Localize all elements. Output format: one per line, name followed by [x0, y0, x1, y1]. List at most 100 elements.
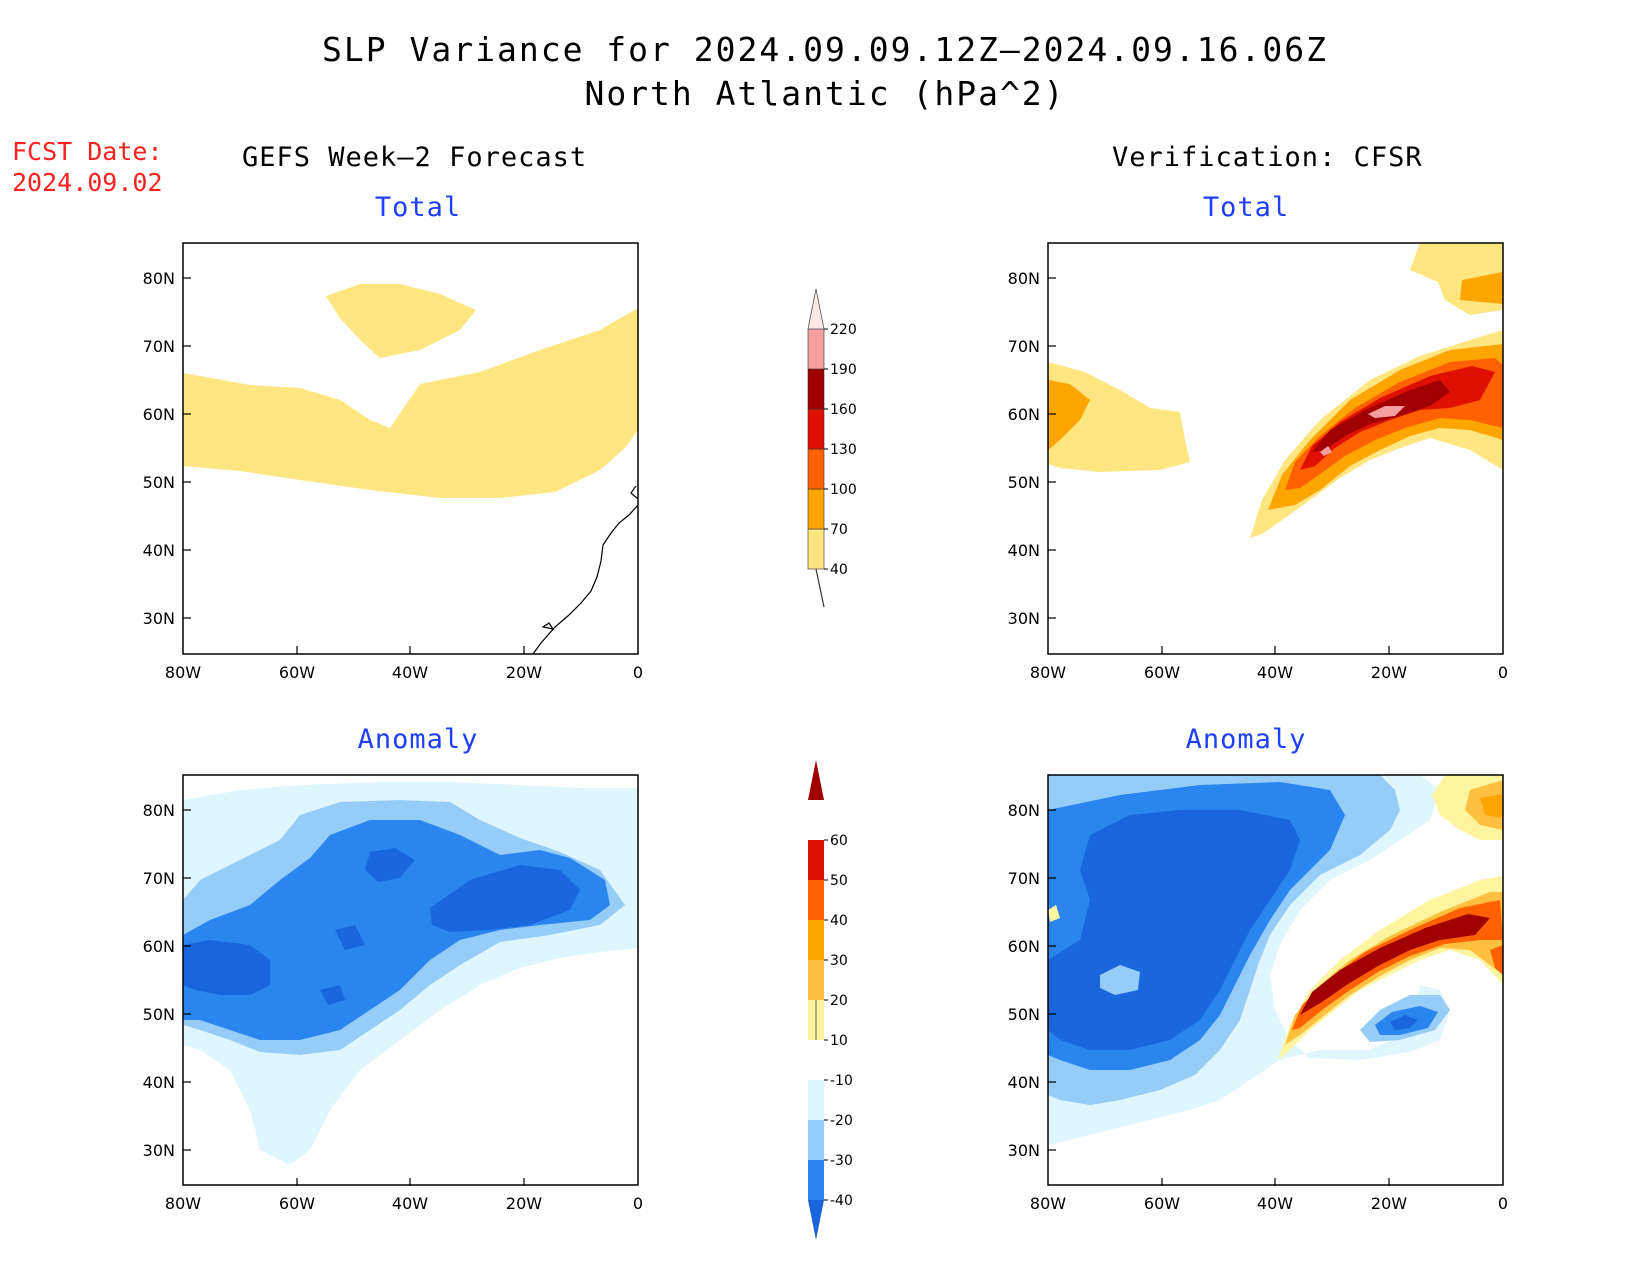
colorbar-total-label: 130	[830, 442, 857, 458]
colorbar-total-label: 70	[830, 522, 848, 538]
panel-title-forecast-anomaly: Anomaly	[357, 724, 479, 755]
lat-label-forecast-anomaly: 30N	[143, 1141, 175, 1160]
lon-label-verification-total: 20W	[1371, 663, 1407, 682]
colorbar-anomaly-label: 20	[830, 993, 848, 1009]
colorbar-anomaly-label: 50	[830, 873, 848, 889]
lon-label-forecast-total: 20W	[506, 663, 542, 682]
colorbar-total-bottom-arrow	[815, 568, 825, 608]
colorbar-anomaly: -40 -30 -20 -10 10 20 30 40 50 60	[808, 760, 853, 1240]
colorbar-total-label: 190	[830, 362, 857, 378]
lat-label-forecast-total: 60N	[143, 405, 175, 424]
lon-label-verification-total: 0	[1498, 663, 1508, 682]
lon-label-verification-anomaly: 20W	[1371, 1194, 1407, 1213]
colorbar-anomaly-label: -10	[830, 1073, 853, 1089]
lon-label-verification-anomaly: 0	[1498, 1194, 1508, 1213]
lon-label-verification-anomaly: 60W	[1144, 1194, 1180, 1213]
map-panel-forecast-anomaly	[182, 774, 639, 1187]
colorbar-anomaly-swatch	[808, 1120, 824, 1160]
colorbar-total-swatch	[807, 408, 825, 450]
lon-label-forecast-anomaly: 40W	[392, 1194, 428, 1213]
colorbar-total: 40 70 100 130 160 190 220	[807, 288, 857, 608]
left-column-title: GEFS Week–2 Forecast	[242, 142, 588, 173]
colorbar-total-swatch	[807, 328, 825, 370]
shading-forecast-anomaly	[183, 782, 638, 1165]
colorbar-anomaly-swatch	[808, 920, 824, 960]
lat-label-verification-anomaly: 80N	[1008, 801, 1040, 820]
lat-label-forecast-anomaly: 80N	[143, 801, 175, 820]
colorbar-anomaly-label: 30	[830, 953, 848, 969]
colorbar-total-swatch	[807, 448, 825, 490]
colorbar-anomaly-swatch	[808, 840, 824, 880]
colorbar-total-swatch	[807, 528, 825, 570]
colorbar-anomaly-label: 40	[830, 913, 848, 929]
colorbar-anomaly-bottom-arrow	[808, 1200, 824, 1240]
shading-verification-anomaly	[1048, 775, 1503, 1145]
lon-label-forecast-total: 80W	[165, 663, 201, 682]
lat-label-verification-anomaly: 30N	[1008, 1141, 1040, 1160]
lat-label-forecast-anomaly: 60N	[143, 937, 175, 956]
map-panel-verification-anomaly	[1047, 774, 1504, 1187]
colorbar-anomaly-label: -30	[830, 1153, 853, 1169]
panel-title-verification-total: Total	[1202, 192, 1290, 223]
right-column-title: Verification: CFSR	[1112, 142, 1423, 173]
lon-label-verification-total: 40W	[1257, 663, 1293, 682]
map-panel-verification-total	[1047, 242, 1504, 655]
lon-label-forecast-anomaly: 0	[633, 1194, 643, 1213]
axis-labels: 80N 70N 60N 50N 40N 30N 80W 60W 40W 20W 0 80N 70N 60N…	[143, 269, 1508, 1213]
shading-verification-total	[1048, 243, 1503, 538]
shading-forecast-total	[183, 284, 638, 498]
fcst-date-value: 2024.09.02	[12, 168, 163, 197]
lat-label-forecast-anomaly: 50N	[143, 1005, 175, 1024]
lat-label-forecast-total: 40N	[143, 541, 175, 560]
colorbar-anomaly-swatch	[808, 1160, 824, 1200]
colorbar-anomaly-label: -40	[830, 1193, 853, 1209]
lat-label-forecast-total: 70N	[143, 337, 175, 356]
lat-label-forecast-total: 80N	[143, 269, 175, 288]
lat-label-verification-total: 50N	[1008, 473, 1040, 492]
lon-label-forecast-total: 0	[633, 663, 643, 682]
lat-label-verification-anomaly: 50N	[1008, 1005, 1040, 1024]
lat-label-forecast-total: 30N	[143, 609, 175, 628]
colorbar-total-label: 100	[830, 482, 857, 498]
colorbar-total-swatch	[807, 488, 825, 530]
lon-label-verification-anomaly: 80W	[1030, 1194, 1066, 1213]
lon-label-verification-total: 80W	[1030, 663, 1066, 682]
lat-label-verification-total: 60N	[1008, 405, 1040, 424]
lat-label-forecast-total: 50N	[143, 473, 175, 492]
colorbar-anomaly-label: 60	[830, 833, 848, 849]
colorbar-anomaly-swatch	[808, 960, 824, 1000]
colorbar-anomaly-top-arrow	[808, 760, 824, 800]
lat-label-verification-total: 40N	[1008, 541, 1040, 560]
main-title-line1: SLP Variance for 2024.09.09.12Z–2024.09.…	[322, 30, 1328, 69]
lat-label-forecast-anomaly: 40N	[143, 1073, 175, 1092]
colorbar-anomaly-swatch	[808, 1040, 824, 1080]
lon-label-forecast-anomaly: 80W	[165, 1194, 201, 1213]
lat-label-verification-total: 70N	[1008, 337, 1040, 356]
lon-label-forecast-total: 60W	[279, 663, 315, 682]
lat-label-forecast-anomaly: 70N	[143, 869, 175, 888]
fcst-date-label: FCST Date:	[12, 137, 163, 166]
lon-label-verification-total: 60W	[1144, 663, 1180, 682]
colorbar-anomaly-label: 10	[830, 1033, 848, 1049]
colorbar-anomaly-swatch	[808, 1080, 824, 1120]
lon-label-verification-anomaly: 40W	[1257, 1194, 1293, 1213]
colorbar-total-label: 40	[830, 562, 848, 578]
main-title-line2: North Atlantic (hPa^2)	[584, 74, 1066, 113]
lon-label-forecast-anomaly: 60W	[279, 1194, 315, 1213]
lon-label-forecast-anomaly: 20W	[506, 1194, 542, 1213]
lon-label-forecast-total: 40W	[392, 663, 428, 682]
colorbar-total-label: 220	[830, 322, 857, 338]
colorbar-total-top-arrow	[807, 288, 825, 330]
colorbar-total-label: 160	[830, 402, 857, 418]
lat-label-verification-anomaly: 70N	[1008, 869, 1040, 888]
lat-label-verification-anomaly: 60N	[1008, 937, 1040, 956]
panel-title-forecast-total: Total	[374, 192, 462, 223]
colorbar-anomaly-swatch	[808, 880, 824, 920]
colorbar-anomaly-label: -20	[830, 1113, 853, 1129]
panel-title-verification-anomaly: Anomaly	[1185, 724, 1307, 755]
colorbar-total-swatch	[807, 368, 825, 410]
map-panel-forecast-total	[182, 242, 639, 655]
lat-label-verification-anomaly: 40N	[1008, 1073, 1040, 1092]
lat-label-verification-total: 30N	[1008, 609, 1040, 628]
